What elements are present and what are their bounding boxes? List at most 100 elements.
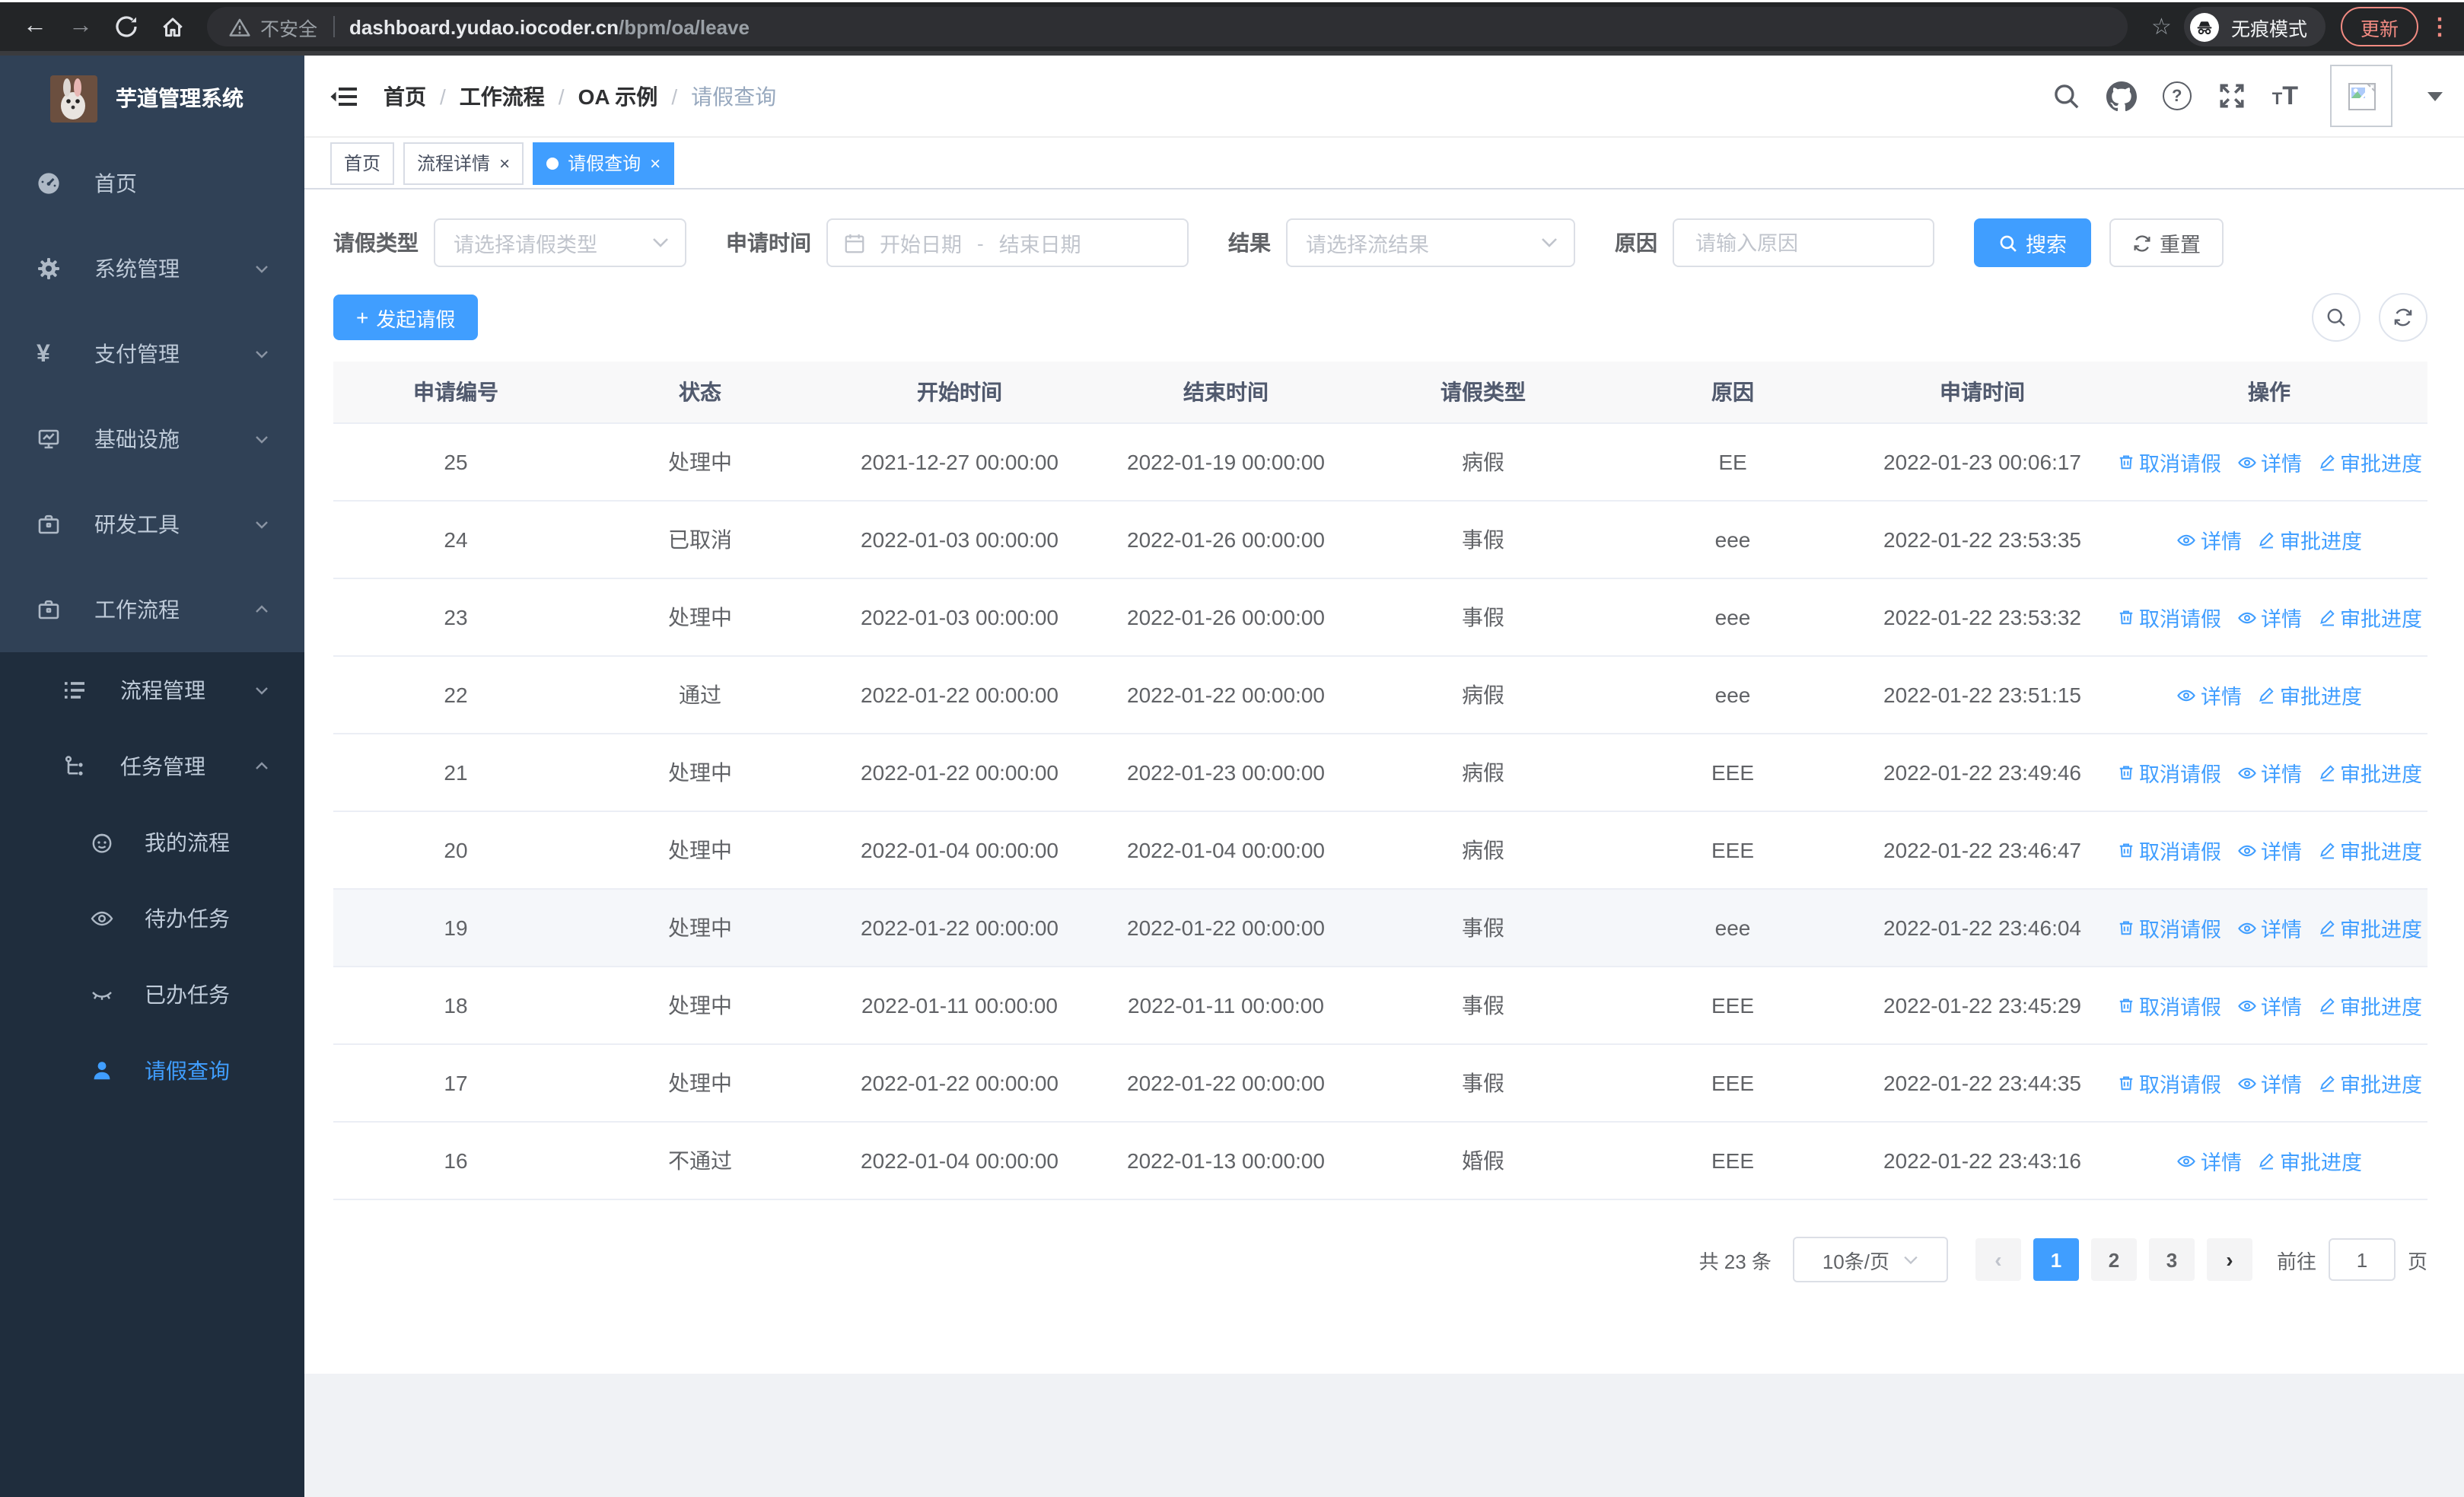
reload-icon bbox=[116, 16, 137, 37]
approval-progress-link[interactable]: 审批进度 bbox=[2317, 1068, 2422, 1098]
sidebar-item-home[interactable]: 首页 bbox=[0, 141, 304, 226]
github-icon[interactable] bbox=[2106, 81, 2137, 111]
trash-icon bbox=[2119, 843, 2132, 858]
cancel-leave-link[interactable]: 取消请假 bbox=[2116, 835, 2221, 865]
pagination: 共 23 条 10条/页 ‹ 1 2 3 › 前往 页 bbox=[333, 1237, 2427, 1282]
reset-button[interactable]: 重置 bbox=[2109, 218, 2224, 267]
prev-page-button[interactable]: ‹ bbox=[1975, 1238, 2021, 1281]
cancel-leave-link[interactable]: 取消请假 bbox=[2116, 913, 2221, 943]
page-button-1[interactable]: 1 bbox=[2033, 1238, 2079, 1281]
close-icon[interactable]: × bbox=[499, 152, 511, 174]
detail-link[interactable]: 详情 bbox=[2236, 913, 2302, 943]
sidebar-item-payment[interactable]: ¥ 支付管理 bbox=[0, 311, 304, 397]
sidebar-item-process-management[interactable]: 流程管理 bbox=[0, 652, 304, 728]
sidebar-item-done-tasks[interactable]: 已办任务 bbox=[0, 957, 304, 1033]
detail-link[interactable]: 详情 bbox=[2236, 602, 2302, 632]
help-icon[interactable]: ? bbox=[2162, 81, 2192, 110]
search-icon[interactable] bbox=[2052, 81, 2080, 110]
page-size-select[interactable]: 10条/页 bbox=[1792, 1237, 1948, 1282]
approval-progress-link[interactable]: 审批进度 bbox=[2317, 447, 2422, 477]
cell-leave-type: 事假 bbox=[1355, 1044, 1612, 1123]
page-button-3[interactable]: 3 bbox=[2148, 1238, 2195, 1281]
apply-time-range-picker[interactable]: 开始日期 - 结束日期 bbox=[826, 218, 1189, 267]
refresh-table-button[interactable] bbox=[2379, 293, 2427, 342]
tab-process-detail[interactable]: 流程详情 × bbox=[403, 142, 524, 184]
close-icon[interactable]: × bbox=[650, 152, 661, 174]
chevron-down-icon bbox=[651, 237, 670, 249]
bookmark-star-icon[interactable]: ☆ bbox=[2151, 14, 2172, 40]
reason-input[interactable] bbox=[1692, 230, 1915, 256]
incognito-label: 无痕模式 bbox=[2230, 18, 2307, 40]
browser-reload-button[interactable] bbox=[103, 5, 149, 48]
browser-back-button[interactable]: ← bbox=[23, 13, 47, 39]
sidebar-item-devtools[interactable]: 研发工具 bbox=[0, 482, 304, 567]
breadcrumb-oa-example[interactable]: OA 示例 bbox=[578, 84, 658, 108]
approval-progress-link[interactable]: 审批进度 bbox=[2317, 990, 2422, 1021]
detail-link[interactable]: 详情 bbox=[2236, 835, 2302, 865]
avatar-caret-icon[interactable] bbox=[2427, 91, 2443, 100]
cancel-leave-link[interactable]: 取消请假 bbox=[2116, 1068, 2221, 1098]
app-logo bbox=[50, 75, 97, 122]
sidebar-item-workflow[interactable]: 工作流程 bbox=[0, 567, 304, 652]
browser-update-button[interactable]: 更新 bbox=[2340, 7, 2418, 46]
cell-status: 处理中 bbox=[578, 423, 822, 502]
browser-forward-button[interactable]: → bbox=[68, 13, 93, 39]
next-page-button[interactable]: › bbox=[2206, 1238, 2252, 1281]
search-button[interactable]: 搜索 bbox=[1974, 218, 2091, 267]
tab-leave-query[interactable]: 请假查询 × bbox=[533, 142, 675, 184]
detail-link[interactable]: 详情 bbox=[2236, 990, 2302, 1021]
cell-status: 处理中 bbox=[578, 811, 822, 890]
sidebar: 芋道管理系统 首页 系统管理 ¥ 支付管理 bbox=[0, 56, 304, 1497]
cell-end-time: 2022-01-22 00:00:00 bbox=[1097, 656, 1355, 734]
tabs-bar: 首页 流程详情 × 请假查询 × bbox=[304, 138, 2464, 190]
sidebar-item-my-processes[interactable]: 我的流程 bbox=[0, 804, 304, 881]
approval-progress-link[interactable]: 审批进度 bbox=[2257, 524, 2362, 555]
browser-home-button[interactable] bbox=[149, 5, 195, 48]
chevron-down-icon bbox=[253, 345, 271, 363]
browser-menu-icon[interactable]: ⋮ bbox=[2428, 14, 2451, 40]
address-bar[interactable]: 不安全 dashboard.yudao.iocoder.cn/bpm/oa/le… bbox=[207, 7, 2128, 46]
cancel-leave-link[interactable]: 取消请假 bbox=[2116, 447, 2221, 477]
breadcrumb-workflow[interactable]: 工作流程 bbox=[459, 84, 545, 108]
approval-progress-link[interactable]: 审批进度 bbox=[2317, 913, 2422, 943]
sidebar-item-leave-query[interactable]: 请假查询 bbox=[0, 1033, 304, 1109]
approval-progress-link[interactable]: 审批进度 bbox=[2257, 1145, 2362, 1176]
cell-apply-time: 2022-01-23 00:06:17 bbox=[1854, 423, 2111, 502]
cancel-leave-link[interactable]: 取消请假 bbox=[2116, 990, 2221, 1021]
toggle-search-button[interactable] bbox=[2312, 293, 2361, 342]
cancel-leave-link[interactable]: 取消请假 bbox=[2116, 602, 2221, 632]
goto-page-input[interactable] bbox=[2328, 1238, 2396, 1281]
fullscreen-icon[interactable] bbox=[2217, 81, 2246, 110]
detail-link[interactable]: 详情 bbox=[2236, 757, 2302, 788]
sidebar-item-infrastructure[interactable]: 基础设施 bbox=[0, 397, 304, 482]
app-logo-row[interactable]: 芋道管理系统 bbox=[0, 56, 304, 141]
leave-type-select[interactable]: 请选择请假类型 bbox=[434, 218, 686, 267]
chevron-up-icon bbox=[253, 600, 271, 619]
result-select[interactable]: 请选择流结果 bbox=[1286, 218, 1575, 267]
detail-link[interactable]: 详情 bbox=[2236, 1068, 2302, 1098]
approval-progress-link[interactable]: 审批进度 bbox=[2317, 835, 2422, 865]
detail-link[interactable]: 详情 bbox=[2236, 447, 2302, 477]
cancel-leave-link[interactable]: 取消请假 bbox=[2116, 757, 2221, 788]
detail-link[interactable]: 详情 bbox=[2176, 524, 2242, 555]
detail-link[interactable]: 详情 bbox=[2176, 680, 2242, 710]
approval-progress-link[interactable]: 审批进度 bbox=[2317, 757, 2422, 788]
sidebar-item-system[interactable]: 系统管理 bbox=[0, 226, 304, 311]
cell-end-time: 2022-01-26 00:00:00 bbox=[1097, 501, 1355, 579]
start-date-placeholder: 开始日期 bbox=[880, 234, 962, 256]
sidebar-item-todo-tasks[interactable]: 待办任务 bbox=[0, 881, 304, 957]
breadcrumb-home[interactable]: 首页 bbox=[384, 84, 426, 108]
approval-progress-link[interactable]: 审批进度 bbox=[2317, 602, 2422, 632]
page-button-2[interactable]: 2 bbox=[2090, 1238, 2137, 1281]
sidebar-collapse-icon[interactable] bbox=[329, 81, 359, 111]
create-leave-button[interactable]: + 发起请假 bbox=[333, 295, 479, 340]
pen-icon bbox=[2259, 1153, 2274, 1170]
table-row: 24 已取消 2022-01-03 00:00:00 2022-01-26 00… bbox=[333, 501, 2427, 579]
avatar[interactable] bbox=[2330, 65, 2392, 127]
detail-link[interactable]: 详情 bbox=[2176, 1145, 2242, 1176]
tab-home[interactable]: 首页 bbox=[330, 142, 395, 184]
approval-progress-link[interactable]: 审批进度 bbox=[2257, 680, 2362, 710]
sidebar-item-task-management[interactable]: 任务管理 bbox=[0, 728, 304, 804]
table-row: 25 处理中 2021-12-27 00:00:00 2022-01-19 00… bbox=[333, 423, 2427, 502]
